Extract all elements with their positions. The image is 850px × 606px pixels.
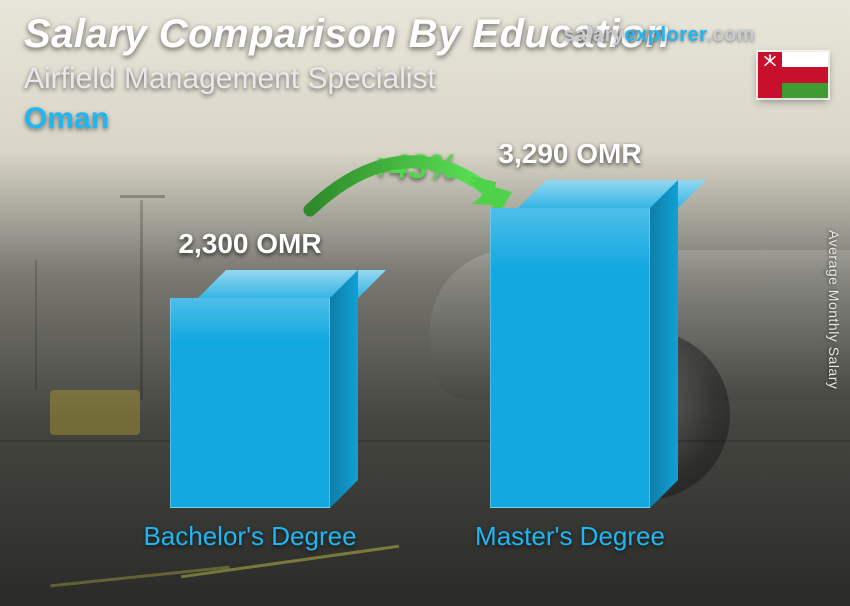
country-name: Oman xyxy=(24,102,109,136)
bg-light-pole-2 xyxy=(35,260,37,390)
bar-side-face xyxy=(330,270,358,508)
y-axis-label: Average Monthly Salary xyxy=(826,230,842,389)
bar-group-bachelors: 2,300 OMR xyxy=(160,298,340,508)
brand-accent: explorer xyxy=(624,24,706,46)
bar-value-label: 3,290 OMR xyxy=(450,138,690,170)
brand-prefix: salary xyxy=(564,24,625,46)
job-title: Airfield Management Specialist xyxy=(24,62,436,96)
brand-suffix: .com xyxy=(706,24,755,46)
bar-front-face xyxy=(490,208,650,508)
infographic-canvas: Salary Comparison By Education Airfield … xyxy=(0,0,850,606)
flag-vertical-stripe xyxy=(758,52,782,98)
bar-category-label: Bachelor's Degree xyxy=(120,521,380,552)
bar-3d xyxy=(170,298,330,508)
bar-group-masters: 3,290 OMR xyxy=(480,208,660,508)
brand-watermark: salaryexplorer.com xyxy=(564,24,755,47)
country-flag-icon xyxy=(758,52,828,98)
bar-value-label: 2,300 OMR xyxy=(130,228,370,260)
bar-side-face xyxy=(650,180,678,508)
bar-3d xyxy=(490,208,650,508)
bar-category-label: Master's Degree xyxy=(440,521,700,552)
bar-front-face xyxy=(170,298,330,508)
bar-chart: 2,300 OMR 3,290 OMR Bachelor's Degree Ma… xyxy=(120,150,740,570)
flag-emblem-icon xyxy=(762,54,778,68)
